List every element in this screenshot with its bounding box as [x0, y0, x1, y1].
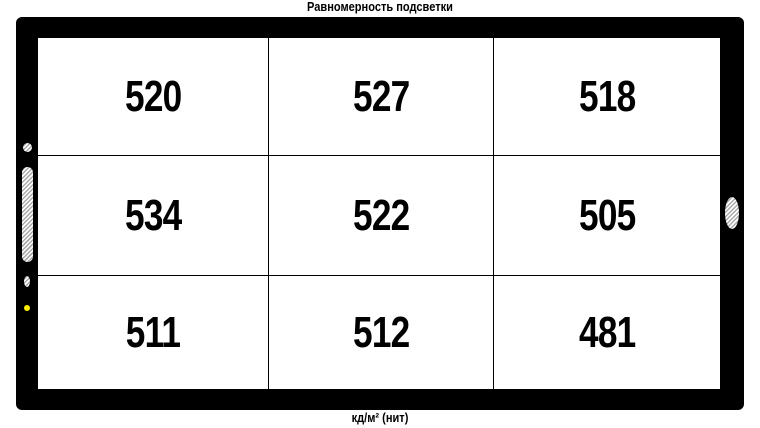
cell-top-center: 527	[269, 38, 494, 156]
unit-caption: кд/м² (нит)	[351, 410, 409, 425]
screen-grid: 520 527 518 534 522 505 511 512 481	[38, 38, 720, 389]
cell-top-left: 520	[38, 38, 269, 156]
diagram-title: Равномерность подсветки	[307, 0, 453, 14]
sensor-icon	[24, 276, 30, 287]
luminance-value: 520	[124, 71, 182, 121]
luminance-value: 481	[578, 307, 636, 357]
luminance-value: 505	[578, 190, 636, 240]
luminance-value: 511	[125, 307, 181, 357]
luminance-value: 527	[352, 71, 410, 121]
camera-icon	[23, 143, 32, 152]
cell-bottom-left: 511	[38, 276, 269, 389]
luminance-value: 512	[352, 307, 410, 357]
speaker-slot-icon	[22, 167, 33, 262]
home-button-icon	[725, 197, 739, 229]
cell-middle-left: 534	[38, 156, 269, 276]
luminance-value: 522	[352, 190, 410, 240]
cell-bottom-right: 481	[494, 276, 720, 389]
cell-middle-right: 505	[494, 156, 720, 276]
luminance-value: 518	[578, 71, 636, 121]
indicator-led-icon	[24, 305, 30, 311]
cell-top-right: 518	[494, 38, 720, 156]
tablet-bezel: 520 527 518 534 522 505 511 512 481	[16, 17, 744, 410]
luminance-value: 534	[124, 190, 182, 240]
cell-bottom-center: 512	[269, 276, 494, 389]
cell-middle-center: 522	[269, 156, 494, 276]
